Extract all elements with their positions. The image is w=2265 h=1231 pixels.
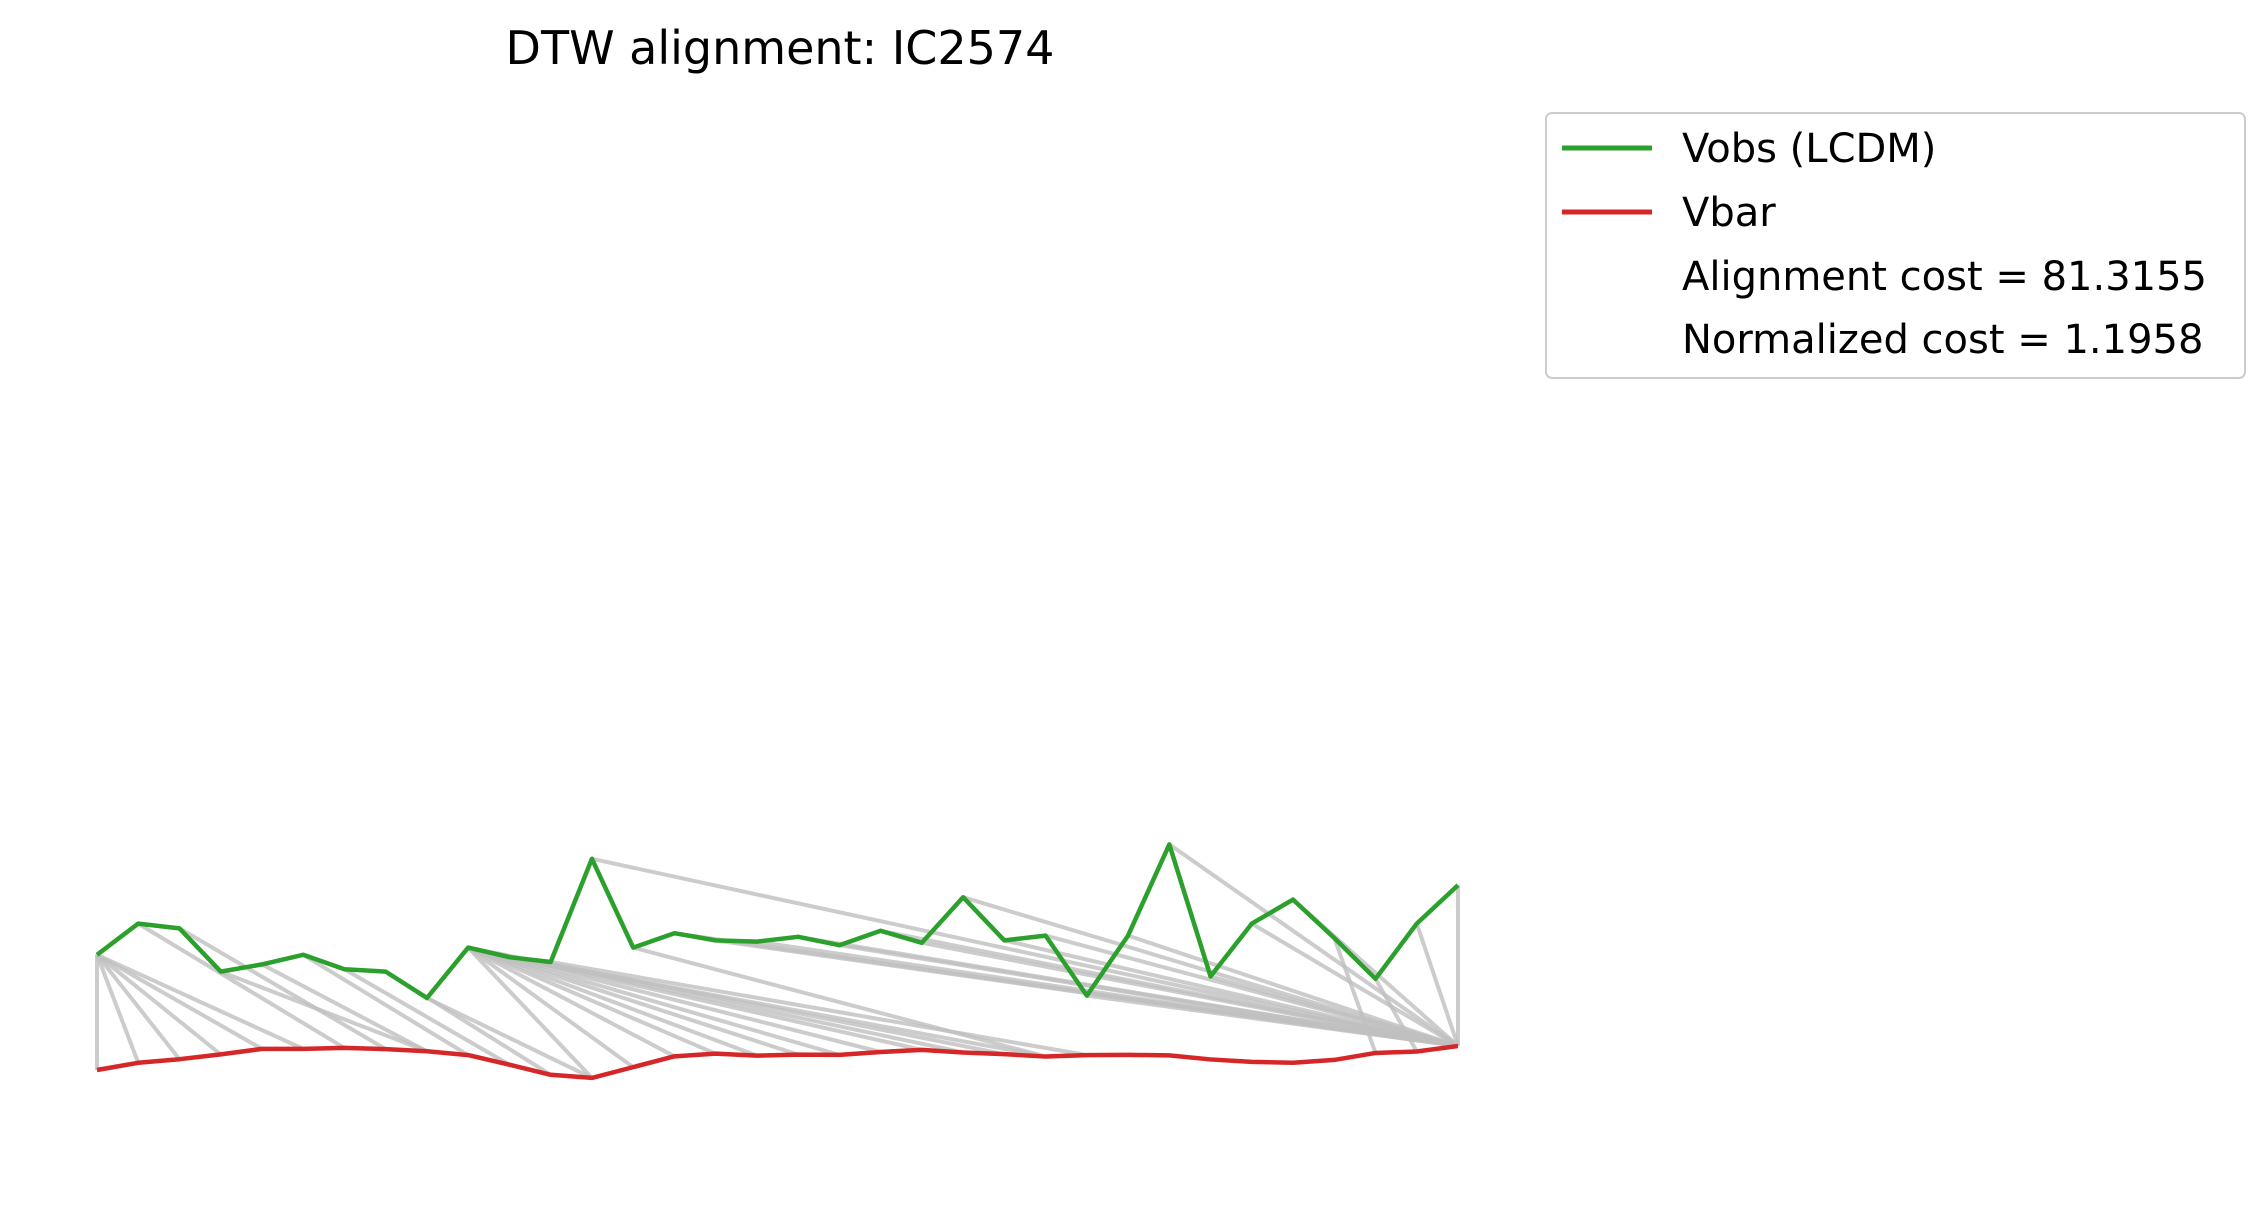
alignment-line [1086,993,1459,1048]
alignment-line [467,945,840,1057]
legend-alignment-cost: Alignment cost = 81.3155 [1682,254,2207,300]
alignment-line [95,954,141,1064]
alignment-line [95,953,182,1061]
alignment-line [1332,937,1378,1054]
alignment-line [1168,842,1460,1048]
legend-normalized-cost: Normalized cost = 1.1958 [1682,317,2203,363]
legend-label-vobs: Vobs (LCDM) [1682,126,1936,172]
alignment-line [632,945,1047,1059]
alignment-line [95,953,222,1056]
alignment-line [261,962,428,1054]
alignment-line [839,943,1459,1048]
series-line-vbar [96,1043,1459,1081]
series-line-vobs [95,842,1460,1001]
alignment-line [96,953,263,1051]
alignment-line [178,926,387,1051]
alignment-line [137,921,346,1050]
alignment-line [1414,922,1460,1047]
alignment-line [1250,921,1460,1048]
alignment-line [467,945,758,1058]
alignment-line [509,955,1046,1059]
alignment-line [466,946,594,1080]
alignment-line [591,856,1459,1048]
alignment-line [1003,938,1459,1048]
alignment-line [467,945,635,1069]
alignment-line [302,953,470,1057]
alignment-line [1373,977,1419,1053]
alignment-line [1210,974,1459,1048]
alignment-line [343,967,511,1067]
alignment-line [467,945,676,1059]
alignment-line [467,945,717,1056]
alignment-line [550,960,1088,1058]
alignment-lines [95,842,1460,1080]
alignment-line [426,996,593,1080]
legend: Vobs (LCDM) Vbar Alignment cost = 81.315… [1545,112,2246,379]
series-lines [95,842,1460,1081]
alignment-line [220,969,428,1054]
legend-frame [1545,112,2246,379]
chart-title: DTW alignment: IC2574 [506,21,1055,75]
legend-label-vbar: Vbar [1682,190,1776,236]
alignment-line [96,952,305,1051]
